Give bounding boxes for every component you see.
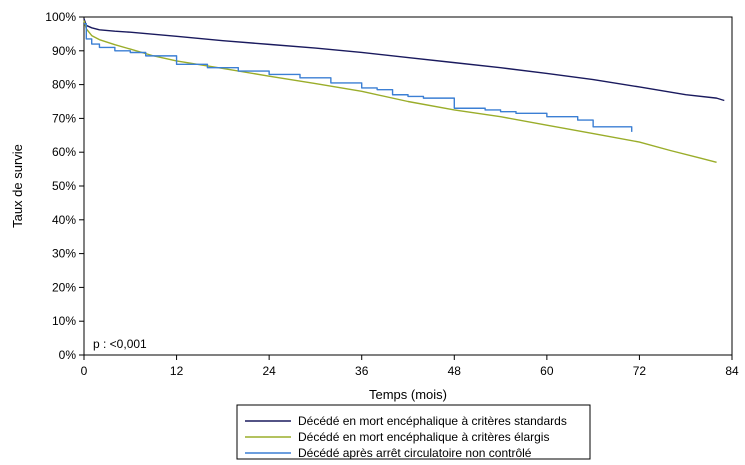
series-layer bbox=[83, 18, 725, 164]
x-tick-label: 60 bbox=[540, 364, 554, 378]
x-axis-title: Temps (mois) bbox=[369, 387, 447, 402]
legend: Décédé en mort encéphalique à critères s… bbox=[236, 404, 591, 460]
x-axis: 0 12 24 36 48 60 72 84 bbox=[81, 355, 739, 378]
x-tick-label: 48 bbox=[448, 364, 462, 378]
y-tick-label: 100% bbox=[45, 10, 76, 24]
series-line-2 bbox=[83, 20, 717, 164]
x-tick-label: 12 bbox=[170, 364, 184, 378]
y-tick-label: 30% bbox=[52, 247, 76, 261]
y-axis-title: Taux de survie bbox=[10, 144, 25, 228]
x-tick-label: 0 bbox=[81, 364, 88, 378]
y-axis: 0% 10% 20% 30% 40% 50% 60% 70% 80% 90% 100% bbox=[45, 10, 84, 362]
legend-label-1: Décédé en mort encéphalique à critères s… bbox=[298, 414, 567, 428]
series-line-3 bbox=[84, 23, 633, 132]
legend-label-2: Décédé en mort encéphalique à critères é… bbox=[298, 430, 549, 444]
y-tick-label: 70% bbox=[52, 111, 76, 125]
y-tick-label: 0% bbox=[59, 348, 77, 362]
y-tick-label: 80% bbox=[52, 78, 76, 92]
y-tick-label: 90% bbox=[52, 44, 76, 58]
y-tick-label: 60% bbox=[52, 145, 76, 159]
plot-area-frame bbox=[83, 16, 733, 356]
x-tick-label: 36 bbox=[355, 364, 369, 378]
legend-label-3: Décédé après arrêt circulatoire non cont… bbox=[298, 446, 532, 460]
x-tick-label: 72 bbox=[633, 364, 647, 378]
y-tick-label: 40% bbox=[52, 213, 76, 227]
x-tick-label: 84 bbox=[725, 364, 739, 378]
y-tick-label: 20% bbox=[52, 280, 76, 294]
x-tick-label: 24 bbox=[262, 364, 276, 378]
series-line-1 bbox=[83, 18, 725, 102]
legend-box bbox=[236, 404, 591, 460]
y-tick-label: 50% bbox=[52, 179, 76, 193]
p-value-annotation: p : <0,001 bbox=[93, 337, 147, 351]
y-tick-label: 10% bbox=[52, 314, 76, 328]
